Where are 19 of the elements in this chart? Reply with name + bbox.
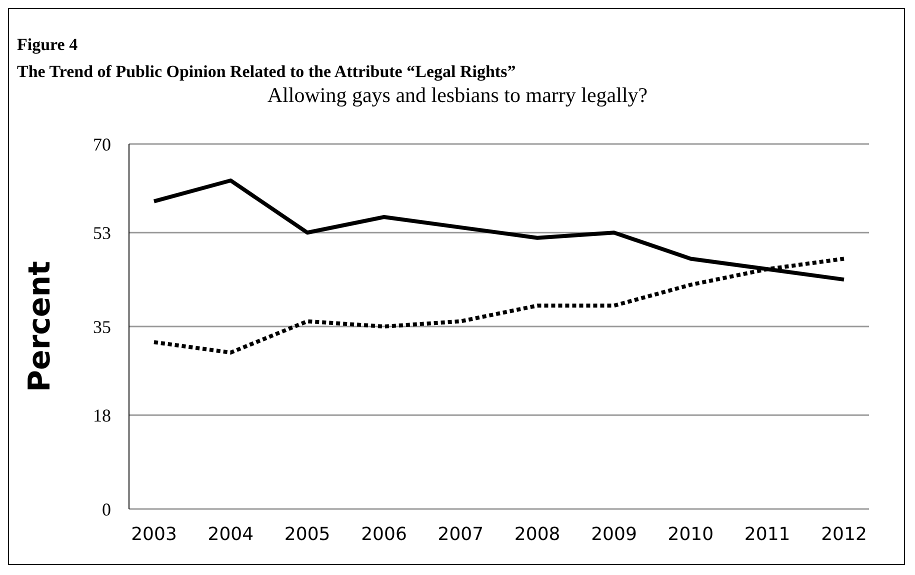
x-tick-label: 2005 [284, 524, 330, 545]
x-tick-label: 2008 [514, 524, 560, 545]
y-axis-title: Percent [22, 261, 58, 392]
chart-title: Allowing gays and lesbians to marry legally? [266, 83, 649, 108]
x-tick-label: 2009 [591, 524, 637, 545]
y-tick-label: 18 [93, 406, 111, 426]
x-tick-label: 2011 [744, 524, 790, 545]
y-tick-label: 70 [93, 134, 111, 154]
x-tick-label: 2007 [438, 524, 484, 545]
x-tick-label: 2012 [821, 524, 867, 545]
x-tick-label: 2003 [131, 524, 177, 545]
y-tick-label: 0 [102, 499, 111, 520]
x-tick-label: 2006 [361, 524, 407, 545]
y-tick-label: 35 [93, 316, 111, 337]
y-tick-label: 53 [93, 223, 111, 244]
x-tick-label: 2004 [208, 524, 254, 545]
caption: Figure 4 [17, 34, 79, 56]
x-tick-label: 2010 [668, 524, 714, 545]
text: The Trend of Public Opinion Related to the Attribute “Legal Rights” [17, 62, 516, 81]
